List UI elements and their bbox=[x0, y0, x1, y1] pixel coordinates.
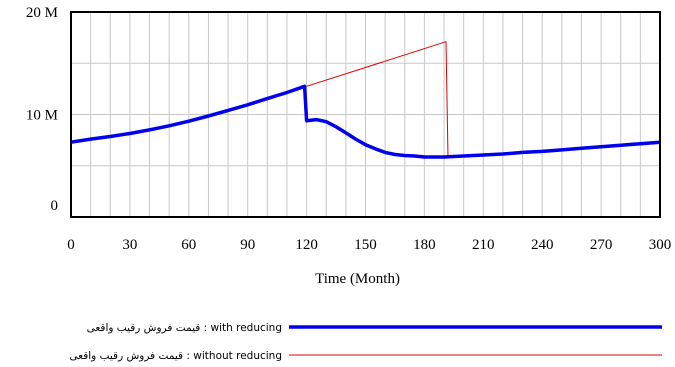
x-tick-label: 120 bbox=[295, 237, 318, 253]
series-line-with-reducing bbox=[70, 84, 661, 159]
series-lines bbox=[70, 41, 661, 159]
x-tick-label: 270 bbox=[590, 237, 613, 253]
legend-label: قیمت فروش رقیب واقعی : without reducing bbox=[69, 350, 282, 362]
x-tick-label: 180 bbox=[413, 237, 436, 253]
x-tick-label: 300 bbox=[649, 237, 672, 253]
y-tick-label: 20 M bbox=[26, 5, 58, 21]
legend: قیمت فروش رقیب واقعی : with reducing قیمت… bbox=[69, 322, 662, 362]
x-tick-label: 30 bbox=[122, 237, 137, 253]
y-axis-tick-labels: 0 10 M 20 M bbox=[26, 5, 58, 214]
x-axis-label: Time (Month) bbox=[315, 271, 400, 287]
x-tick-label: 90 bbox=[240, 237, 255, 253]
x-tick-label: 210 bbox=[472, 237, 495, 253]
x-tick-label: 60 bbox=[181, 237, 196, 253]
grid bbox=[71, 12, 660, 217]
x-tick-label: 0 bbox=[67, 237, 75, 253]
x-tick-label: 240 bbox=[531, 237, 554, 253]
x-tick-label: 150 bbox=[354, 237, 377, 253]
legend-label: قیمت فروش رقیب واقعی : with reducing bbox=[87, 322, 282, 334]
plot-frame bbox=[70, 11, 661, 218]
y-tick-label: 0 bbox=[51, 198, 59, 214]
x-axis-tick-labels: 0 30 60 90 120 150 180 210 240 270 300 bbox=[67, 237, 671, 253]
y-tick-label: 10 M bbox=[26, 108, 58, 124]
series-line-without-reducing bbox=[306, 41, 449, 158]
